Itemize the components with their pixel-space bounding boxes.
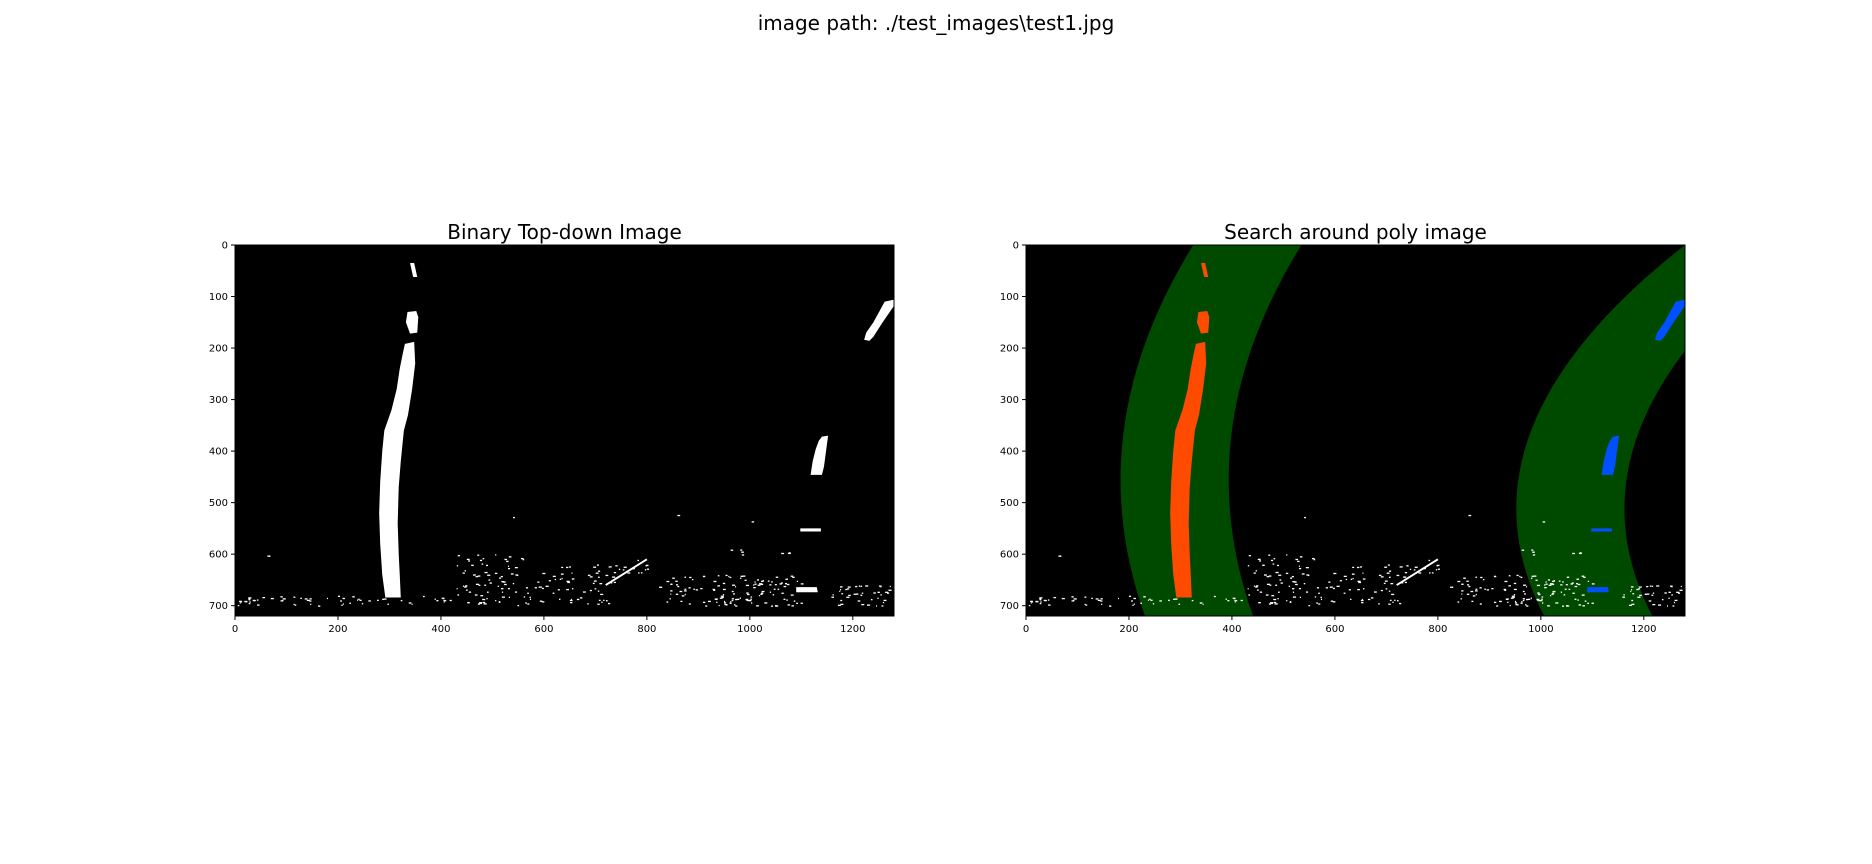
y-tick-label: 0 — [1013, 241, 1019, 252]
y-tick-label: 300 — [209, 395, 228, 406]
y-tick-label: 700 — [1000, 601, 1019, 612]
binary-noise-pixels — [237, 514, 892, 607]
y-tick-label: 700 — [209, 601, 228, 612]
subplot-search-around-poly: 0 200 400 600 800 1000 1200 0 100 200 300 400 500 600… — [1000, 220, 1686, 635]
x-tick-label: 1000 — [737, 624, 762, 635]
left-lane-blob — [405, 310, 419, 334]
subplot-binary-top-down: 0 200 400 600 800 1000 1200 0 100 200 300 400 500 600… — [209, 220, 895, 635]
y-tick-label: 100 — [1000, 292, 1019, 303]
right-lane-blob — [864, 299, 894, 341]
x-tick-label: 600 — [1325, 624, 1344, 635]
y-tick-label: 400 — [1000, 447, 1019, 458]
x-tick-label: 800 — [1428, 624, 1447, 635]
right-lane-blob — [796, 587, 818, 593]
x-tick-label: 1200 — [1631, 624, 1656, 635]
y-tick-label: 500 — [1000, 498, 1019, 509]
right-lane-blob — [1591, 528, 1612, 532]
x-tick-label: 1000 — [1528, 624, 1553, 635]
image-content — [1028, 245, 1685, 616]
right-lane-blob — [1587, 587, 1609, 593]
left-lane-blob — [379, 341, 416, 598]
y-tick-label: 300 — [1000, 395, 1019, 406]
subplot-title: Binary Top-down Image — [447, 220, 682, 244]
y-tick-label: 200 — [1000, 344, 1019, 355]
right-lane-blob — [1601, 435, 1620, 475]
left-lane-pixels — [1170, 263, 1210, 598]
y-tick-label: 600 — [1000, 550, 1019, 561]
y-axis: 0 100 200 300 400 500 600 700 — [1000, 241, 1026, 612]
image-content — [237, 263, 894, 607]
right-lane-pixels — [1587, 299, 1685, 593]
right-lane-blob — [800, 528, 821, 532]
x-axis: 0 200 400 600 800 1000 1200 — [232, 616, 866, 635]
image-background — [235, 245, 894, 616]
left-lane-pixels — [379, 263, 419, 598]
x-axis: 0 200 400 600 800 1000 1200 — [1023, 616, 1657, 635]
left-lane-blob — [410, 263, 418, 277]
x-tick-label: 600 — [534, 624, 553, 635]
axes-frame — [1025, 244, 1686, 617]
search-region-right — [1516, 245, 1685, 616]
x-tick-label: 1200 — [840, 624, 865, 635]
noise-streak — [1396, 558, 1439, 586]
y-tick-label: 500 — [209, 498, 228, 509]
x-tick-label: 400 — [1222, 624, 1241, 635]
x-tick-label: 0 — [232, 624, 238, 635]
left-lane-blob — [1196, 310, 1210, 334]
left-lane-blob — [1170, 341, 1207, 598]
right-lane-pixels — [796, 299, 894, 593]
y-axis: 0 100 200 300 400 500 600 700 — [209, 241, 235, 612]
x-tick-label: 400 — [431, 624, 450, 635]
noise-streak — [605, 558, 648, 586]
axes-frame — [234, 244, 895, 617]
left-lane-blob — [1201, 263, 1209, 277]
figure-title: image path: ./test_images\test1.jpg — [757, 11, 1115, 35]
y-tick-label: 100 — [209, 292, 228, 303]
right-lane-blob — [1655, 299, 1685, 341]
x-tick-label: 800 — [637, 624, 656, 635]
y-tick-label: 0 — [222, 241, 228, 252]
y-tick-label: 200 — [209, 344, 228, 355]
x-tick-label: 200 — [1119, 624, 1138, 635]
right-lane-blob — [810, 435, 829, 475]
y-tick-label: 400 — [209, 447, 228, 458]
x-tick-label: 200 — [328, 624, 347, 635]
x-tick-label: 0 — [1023, 624, 1029, 635]
search-region-left — [1120, 245, 1302, 616]
subplot-title: Search around poly image — [1224, 220, 1487, 244]
y-tick-label: 600 — [209, 550, 228, 561]
